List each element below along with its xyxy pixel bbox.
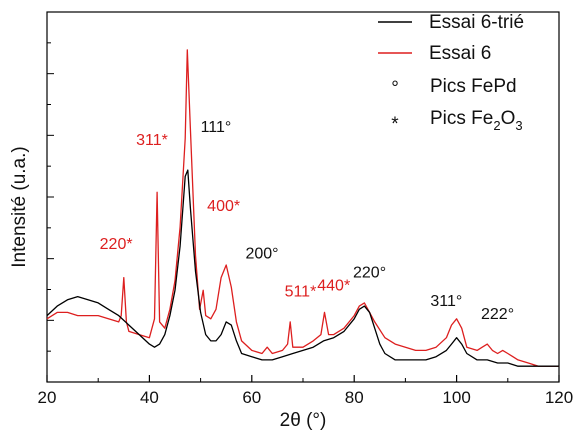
legend-label-subscript-2: 3 xyxy=(515,118,522,133)
legend-label-pics-fe2o3: Pics Fe2O3 xyxy=(430,108,523,133)
x-axis: 20 40 60 80 100 120 xyxy=(38,375,573,407)
peak-label: 200° xyxy=(245,246,278,263)
legend-marker-fepd: ° xyxy=(391,78,399,99)
series-line-essai-6-trie xyxy=(46,169,559,367)
legend-label-main: Pics Fe xyxy=(430,108,493,129)
legend: Essai 6-trié Essai 6 ° Pics FePd * Pics … xyxy=(378,12,524,135)
peak-label: 220° xyxy=(353,265,386,282)
series-line-essai-6 xyxy=(46,49,559,367)
plot-frame xyxy=(46,11,560,383)
annotations: 220* 311* 111° 400* 200° 511* 440*220° 311° 222° xyxy=(100,119,514,323)
peak-label: 311° xyxy=(430,293,462,310)
x-tick-label: 40 xyxy=(140,388,159,407)
legend-label-tail: O xyxy=(501,108,516,129)
legend-label-essai-6-trie: Essai 6-trié xyxy=(429,12,524,33)
y-axis-title: Intensité (u.a.) xyxy=(9,146,30,267)
peak-label: 511* xyxy=(285,284,317,301)
x-tick-label: 20 xyxy=(38,388,57,407)
series-layer xyxy=(46,49,559,367)
peak-label: 222° xyxy=(481,306,514,323)
y-axis xyxy=(47,11,54,383)
peak-label: 440* xyxy=(317,277,350,294)
x-tick-label: 80 xyxy=(345,388,364,407)
legend-label-subscript: 2 xyxy=(493,118,500,133)
peak-label: 220* xyxy=(100,236,133,253)
x-tick-label: 100 xyxy=(442,388,470,407)
x-tick-label: 60 xyxy=(242,388,261,407)
peak-label: 311* xyxy=(136,132,168,149)
legend-label-essai-6: Essai 6 xyxy=(429,43,491,64)
peak-label: 111° xyxy=(201,119,232,136)
peak-label: 400* xyxy=(207,198,240,215)
legend-marker-fe2o3: * xyxy=(391,114,399,135)
legend-label-pics-fepd: Pics FePd xyxy=(430,76,517,97)
x-axis-title: 2θ (°) xyxy=(280,410,327,431)
plot-area: 220* 311* 111° 400* 200° 511* 440*220° 311° 222° xyxy=(46,11,560,383)
x-tick-label: 120 xyxy=(545,388,573,407)
